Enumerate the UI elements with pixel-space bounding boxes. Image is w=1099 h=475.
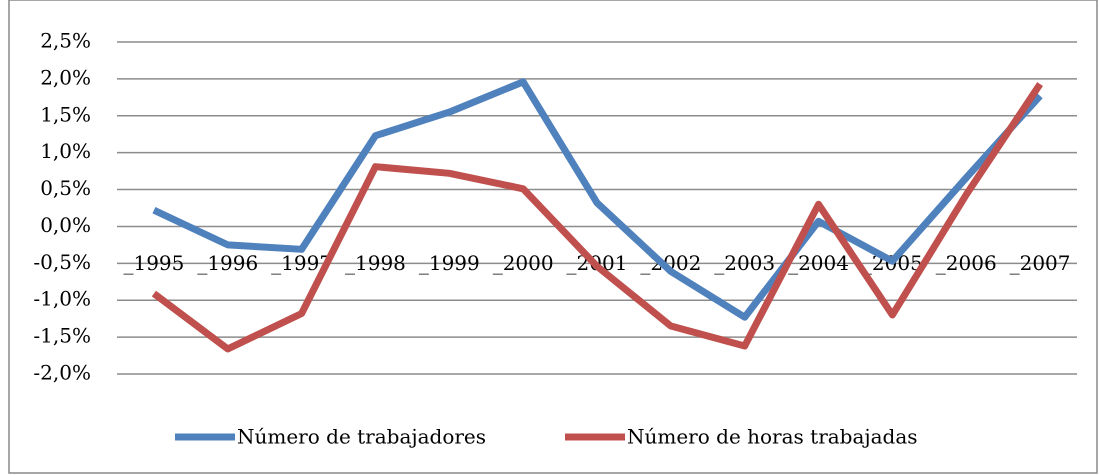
y-tick-label: 1,5% <box>40 102 91 126</box>
x-tick-label: _1999 <box>419 251 480 275</box>
y-tick-label: 1,0% <box>40 139 91 163</box>
x-tick-label: _1998 <box>345 251 406 275</box>
legend-label: Número de horas trabajadas <box>627 425 918 449</box>
y-tick-label: 0,5% <box>40 176 91 200</box>
x-tick-label: _2007 <box>1010 251 1071 275</box>
y-tick-label: 0,0% <box>40 213 91 237</box>
series-line <box>152 78 1043 321</box>
y-tick-label: -1,5% <box>33 324 91 348</box>
x-tick-label: _2004 <box>788 251 849 275</box>
y-tick-label: -1,0% <box>33 287 91 311</box>
y-tick-label: -2,0% <box>33 361 91 385</box>
legend-label: Número de trabajadores <box>237 425 486 449</box>
x-tick-label: _1996 <box>197 251 258 275</box>
x-tick-label: _2000 <box>493 251 554 275</box>
chart-frame <box>8 0 1098 474</box>
y-tick-label: 2,5% <box>40 29 91 53</box>
x-tick-label: _1995 <box>123 251 184 275</box>
y-tick-label: 2,0% <box>40 65 91 89</box>
x-tick-label: _2006 <box>936 251 997 275</box>
y-tick-label: -0,5% <box>33 250 91 274</box>
x-tick-label: _2003 <box>714 251 775 275</box>
series-line <box>151 82 1043 353</box>
